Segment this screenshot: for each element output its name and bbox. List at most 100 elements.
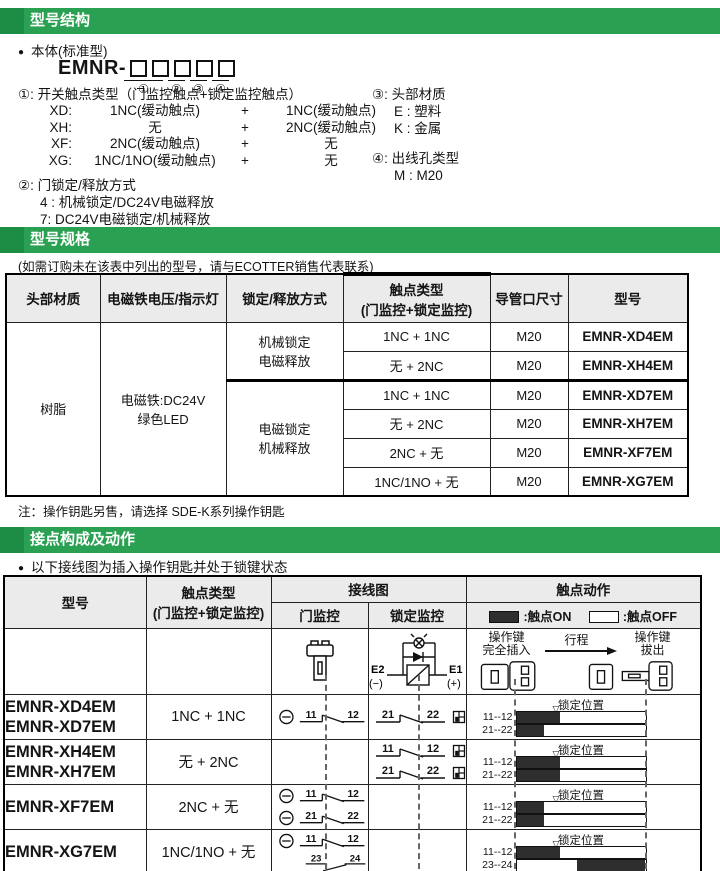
section-header-model-specs: 型号规格 bbox=[0, 227, 720, 253]
terminal-label: 23 bbox=[310, 853, 321, 864]
col-header-lock-monitor: 锁定监控 bbox=[367, 601, 467, 629]
header-accent-block bbox=[0, 227, 24, 253]
positive-opening-icon bbox=[278, 788, 294, 803]
model-name: EMNR-XF7EM bbox=[3, 783, 147, 830]
contact-type: 无 + 2NC bbox=[145, 738, 272, 785]
contact-action-cell: 锁定位置 ▽ 11--12 21--22 bbox=[465, 783, 702, 830]
item3-line: E : 塑料 bbox=[394, 104, 442, 119]
lock-position-marker-icon: ▽ bbox=[552, 748, 560, 759]
key-inserted-icon bbox=[480, 660, 535, 691]
terminal-pair-label: 11--12 bbox=[482, 845, 513, 858]
contact-cell: 1NC + 1NC bbox=[342, 379, 491, 410]
plus: + bbox=[241, 119, 249, 135]
terminal-label: 11 bbox=[306, 788, 317, 799]
bullet-icon: ● bbox=[18, 563, 25, 574]
contact-cell: 无 + 2NC bbox=[342, 408, 491, 439]
model-digit-box bbox=[152, 60, 170, 77]
e1-sign: (+) bbox=[447, 678, 461, 690]
conduit-cell: M20 bbox=[489, 379, 569, 410]
col-header-wiring: 接线图 bbox=[270, 575, 467, 603]
action-bar-on-segment bbox=[516, 769, 561, 781]
legend-off-label: :触点OFF bbox=[622, 609, 678, 624]
lock-position-label: 锁定位置 bbox=[558, 789, 604, 802]
no-contact-symbol: 23 24 bbox=[305, 853, 365, 871]
e1-label: E1 bbox=[449, 664, 462, 676]
contact-type-row: XH: 无 + 2NC(缓动触点) bbox=[0, 120, 720, 137]
contact-cell: 1NC/1NO + 无 bbox=[342, 466, 491, 497]
voltage-cell: 电磁铁:DC24V 绿色LED bbox=[99, 321, 227, 497]
door-wiring-cell bbox=[270, 738, 369, 785]
model-digit-box bbox=[130, 60, 148, 77]
bullet-text: 以下接线图为插入操作钥匙并处于锁键状态 bbox=[31, 560, 288, 575]
spec-row: 树脂 电磁铁:DC24V 绿色LED 机械锁定 电磁释放 1NC + 1NC M… bbox=[5, 321, 689, 497]
lock-method-cell: 电磁锁定 机械释放 bbox=[225, 379, 344, 497]
spec-header-row: 头部材质 电磁铁电压/指示灯 锁定/释放方式 触点类型 (门监控+锁定监控) 导… bbox=[5, 272, 689, 323]
lock-contact: 1NC(缓动触点) bbox=[286, 103, 376, 118]
digit-marker-2: ② bbox=[168, 80, 185, 96]
door-contact: 无 bbox=[148, 119, 162, 135]
e2-label: E2 bbox=[371, 664, 384, 676]
contact-cell: 1NC + 1NC bbox=[342, 321, 491, 352]
nc-contact-symbol: 11 12 bbox=[375, 743, 445, 758]
contact-action-cell: 锁定位置 ▽ 11--12 21--22 bbox=[465, 738, 702, 785]
conduit-cell: M20 bbox=[489, 350, 569, 382]
digit-marker-3: ③ bbox=[190, 80, 207, 96]
item4-line: M : M20 bbox=[394, 168, 443, 183]
code: XF: bbox=[50, 136, 72, 151]
contact-type: 1NC + 1NC bbox=[145, 693, 272, 740]
terminal-pair-label: 21--22 bbox=[482, 768, 513, 781]
contact-action-cell: 锁定位置 ▽ 11--12 21--22 bbox=[465, 693, 702, 740]
order-note: (如需订购未在该表中列出的型号，请与ECOTTER销售代表联系) bbox=[18, 260, 374, 274]
terminal-pair-label: 11--12 bbox=[482, 800, 513, 813]
plus: + bbox=[241, 136, 249, 151]
spec-row: 1NC/1NO + 无 M20 EMNR-XG7EM bbox=[6, 466, 689, 497]
contact-operation-table: 型号 触点类型 (门监控+锁定监控) 接线图 触点动作 门监控 锁定监控 :触点… bbox=[3, 575, 702, 871]
col-header-conduit: 导管口尺寸 bbox=[489, 273, 569, 323]
item3-heading: ③: 头部材质 bbox=[372, 87, 446, 102]
door-contact: 1NC/1NO(缓动触点) bbox=[94, 152, 216, 168]
action-bar-on-segment bbox=[516, 801, 544, 813]
spec-row: 电磁锁定 机械释放 1NC + 1NC M20 EMNR-XD7EM bbox=[6, 379, 689, 497]
action-bar bbox=[515, 755, 647, 769]
action-bar bbox=[515, 858, 647, 871]
model-cell: EMNR-XH7EM bbox=[567, 408, 689, 439]
body-bullet-line: ● 本体(标准型) bbox=[18, 40, 108, 60]
wiring-contact-line: 11 12 bbox=[272, 830, 368, 852]
item2-heading: ②: 门锁定/释放方式 bbox=[18, 178, 136, 193]
terminal-pair-label: 21--22 bbox=[482, 813, 513, 826]
lock-contact: 无 bbox=[324, 152, 338, 168]
item2-line: 7: DC24V电磁锁定/机械释放 bbox=[40, 212, 211, 227]
action-bar bbox=[515, 710, 647, 724]
door-key-icon bbox=[305, 640, 334, 681]
contact-type: 1NC/1NO + 无 bbox=[145, 828, 272, 871]
plus: + bbox=[241, 152, 249, 168]
action-bar-on-segment bbox=[516, 846, 561, 858]
terminal-label: 11 bbox=[382, 743, 394, 755]
legend-left-column: ①: 开关触点类型（门监控触点+锁定监控触点） XD: 1NC(缓动触点) + … bbox=[0, 86, 720, 228]
terminal-label: 22 bbox=[426, 765, 438, 777]
terminal-pair-label: 11--12 bbox=[482, 710, 513, 723]
door-key-diagram-cell bbox=[270, 627, 369, 695]
header-accent-block bbox=[0, 527, 24, 553]
contact-on-swatch bbox=[489, 610, 520, 623]
wiring-diagram-row: E2 (−) E1 (+) 操作键 完全插入 行程 操作键 拔出 bbox=[3, 627, 702, 695]
model-cell: EMNR-XF7EM bbox=[567, 437, 689, 468]
solenoid-lock-icon bbox=[452, 766, 465, 779]
item4-heading: ④: 出线孔类型 bbox=[372, 151, 460, 166]
conduit-cell: M20 bbox=[489, 466, 569, 497]
action-bar bbox=[515, 845, 647, 859]
contact-type-row: XG: 1NC/1NO(缓动触点) + 无 bbox=[0, 153, 720, 170]
lock-contact: 2NC(缓动触点) bbox=[286, 119, 376, 135]
solenoid-circuit-diagram: E2 (−) E1 (+) bbox=[369, 633, 462, 690]
lock-wiring-cell: 11 12 21 22 bbox=[367, 738, 467, 785]
item3-line: K : 金属 bbox=[394, 121, 442, 136]
terminal-label: 22 bbox=[426, 709, 438, 721]
terminal-label: 12 bbox=[348, 709, 360, 720]
lock-wiring-cell bbox=[367, 783, 467, 830]
key-inserted-label: 操作键 完全插入 bbox=[482, 629, 531, 657]
model-name: EMNR-XG7EM bbox=[3, 828, 147, 871]
travel-arrow-icon bbox=[544, 646, 617, 655]
header-accent-block bbox=[0, 8, 24, 34]
contact-type: 2NC + 无 bbox=[145, 783, 272, 830]
lock-position-label: 锁定位置 bbox=[558, 744, 604, 757]
